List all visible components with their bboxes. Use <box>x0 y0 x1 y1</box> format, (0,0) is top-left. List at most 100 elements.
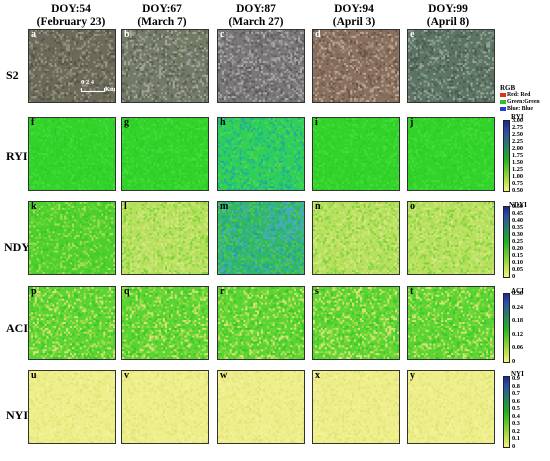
aci-tick-label: 0.24 <box>512 304 523 311</box>
panel-ndyi-4: n <box>312 201 400 275</box>
aci-colorbar <box>503 293 510 363</box>
ndyi-tick-label: 0.30 <box>512 231 523 238</box>
panel-image <box>313 30 399 102</box>
panel-ndyi-1: k <box>28 201 116 275</box>
panel-letter: o <box>410 202 415 212</box>
panel-letter: k <box>31 202 37 212</box>
panel-image <box>313 118 399 190</box>
ndyi-tick-label: 0.20 <box>512 245 523 252</box>
nyi-tick-label: 0 <box>512 443 515 450</box>
row-label-ndyi: NDYI <box>4 240 35 255</box>
ryi-colorbar <box>503 120 510 192</box>
column-doy: DOY:67 <box>117 3 207 16</box>
column-date: (April 8) <box>403 16 493 29</box>
nyi-tick-label: 0.2 <box>512 428 520 435</box>
panel-image <box>218 30 304 102</box>
panel-letter: n <box>315 202 321 212</box>
panel-s2-5: e <box>407 29 495 103</box>
panel-image <box>313 371 399 443</box>
nyi-tick-label: 0.5 <box>512 405 520 412</box>
panel-aci-3: r <box>217 286 305 360</box>
ryi-tick-label: 1.25 <box>512 166 523 173</box>
panel-nyi-4: x <box>312 370 400 444</box>
panel-image <box>408 287 494 359</box>
blue-swatch <box>500 107 506 111</box>
panel-letter: x <box>315 371 320 381</box>
panel-letter: l <box>124 202 127 212</box>
ndyi-colorbar <box>503 206 510 278</box>
aci-tick-label: 0.18 <box>512 317 523 324</box>
panel-image <box>122 371 208 443</box>
panel-letter: y <box>410 371 415 381</box>
ryi-tick-label: 1.00 <box>512 173 523 180</box>
ryi-tick-label: 2.50 <box>512 131 523 138</box>
panel-letter: p <box>31 287 37 297</box>
panel-letter: j <box>410 118 413 128</box>
panel-s2-1: a 0 2 4 Km <box>28 29 116 103</box>
panel-aci-1: p <box>28 286 116 360</box>
panel-letter: g <box>124 118 129 128</box>
panel-s2-2: b <box>121 29 209 103</box>
panel-nyi-2: v <box>121 370 209 444</box>
rgb-legend-green: Green:Green <box>500 99 540 105</box>
column-doy: DOY:99 <box>403 3 493 16</box>
panel-letter: d <box>315 30 321 40</box>
ndyi-legend-title: NDYI <box>509 201 527 209</box>
panel-ndyi-5: o <box>407 201 495 275</box>
ryi-tick-label: 0.75 <box>512 180 523 187</box>
rgb-legend-red: Red: Red <box>500 92 530 98</box>
panel-letter: c <box>220 30 224 40</box>
column-date: (March 7) <box>117 16 207 29</box>
nyi-tick-label: 0.1 <box>512 435 520 442</box>
panel-letter: r <box>220 287 224 297</box>
scale-bar-icon <box>81 88 105 92</box>
panel-image <box>313 202 399 274</box>
panel-letter: t <box>410 287 413 297</box>
panel-ndyi-2: l <box>121 201 209 275</box>
nyi-tick-label: 0.9 <box>512 375 520 382</box>
panel-image <box>218 371 304 443</box>
panel-image <box>29 287 115 359</box>
panel-ndyi-3: m <box>217 201 305 275</box>
aci-legend-title: ACI <box>511 287 524 295</box>
rgb-green-label: Green:Green <box>507 99 540 105</box>
rgb-legend-title: RGB <box>500 84 515 92</box>
panel-ryi-4: i <box>312 117 400 191</box>
row-label-ryi: RYI <box>6 149 28 164</box>
panel-s2-4: d <box>312 29 400 103</box>
panel-letter: w <box>220 371 227 381</box>
panel-letter: v <box>124 371 129 381</box>
panel-letter: q <box>124 287 130 297</box>
panel-letter: m <box>220 202 228 212</box>
panel-image <box>29 118 115 190</box>
column-date: (February 23) <box>26 16 116 29</box>
panel-image <box>122 30 208 102</box>
column-doy: DOY:54 <box>26 3 116 16</box>
panel-aci-5: t <box>407 286 495 360</box>
ndyi-tick-label: 0.15 <box>512 252 523 259</box>
panel-nyi-5: y <box>407 370 495 444</box>
ndyi-tick-label: 0.35 <box>512 224 523 231</box>
panel-image <box>122 202 208 274</box>
column-date: (March 27) <box>211 16 301 29</box>
panel-aci-2: q <box>121 286 209 360</box>
panel-s2-3: c <box>217 29 305 103</box>
panel-image <box>218 202 304 274</box>
nyi-tick-label: 0.7 <box>512 390 520 397</box>
row-label-nyi: NYI <box>6 408 28 423</box>
row-label-s2: S2 <box>6 68 19 83</box>
panel-letter: u <box>31 371 37 381</box>
nyi-tick-label: 0.3 <box>512 420 520 427</box>
panel-nyi-3: w <box>217 370 305 444</box>
ryi-tick-label: 2.25 <box>512 138 523 145</box>
rgb-blue-label: Blue: Blue <box>507 106 533 112</box>
scale-bar-unit: Km <box>105 86 115 93</box>
aci-tick-label: 0.06 <box>512 344 523 351</box>
ryi-tick-label: 3.00 <box>512 117 523 124</box>
column-header-4: DOY:94 (April 3) <box>309 3 399 29</box>
panel-image <box>218 118 304 190</box>
panel-image <box>29 30 115 102</box>
column-date: (April 3) <box>309 16 399 29</box>
panel-image <box>122 118 208 190</box>
panel-letter: h <box>220 118 226 128</box>
